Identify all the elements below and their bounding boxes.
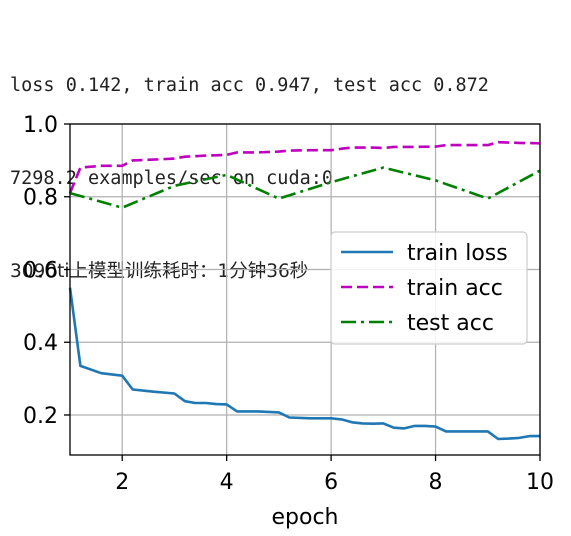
y-tick-label: 1.0 bbox=[23, 113, 58, 138]
series-line-train-acc bbox=[68, 140, 541, 194]
legend-label: train acc bbox=[407, 276, 503, 301]
plot-frame bbox=[69, 123, 541, 456]
legend-label: train loss bbox=[407, 241, 508, 266]
x-tick-label: 6 bbox=[324, 470, 338, 495]
legend-box bbox=[330, 231, 528, 345]
series-line-train-loss bbox=[68, 287, 540, 441]
x-axis-label: epoch bbox=[272, 505, 339, 530]
ticks-layer: 2 4 6 8 10 0.2 0.4 0.6 0.8 1.0 bbox=[23, 113, 554, 495]
legend-label: test acc bbox=[407, 311, 494, 336]
legend: train loss train acc test acc bbox=[330, 231, 528, 345]
x-tick-label: 8 bbox=[429, 470, 443, 495]
y-tick-label: 0.2 bbox=[23, 404, 58, 429]
y-tick-label: 0.4 bbox=[23, 331, 58, 356]
y-tick-label: 0.6 bbox=[23, 258, 58, 283]
series-layer bbox=[68, 140, 541, 441]
x-tick-label: 10 bbox=[526, 470, 554, 495]
y-tick-label: 0.8 bbox=[23, 186, 58, 211]
series-line-test-acc bbox=[69, 166, 541, 209]
axes-layer bbox=[69, 123, 541, 456]
x-tick-label: 4 bbox=[220, 470, 234, 495]
log-line-metrics: loss 0.142, train acc 0.947, test acc 0.… bbox=[10, 75, 489, 96]
log-line-duration: 3090ti上模型训练耗时：1分钟36秒 bbox=[10, 261, 309, 282]
x-tick-label: 2 bbox=[115, 470, 129, 495]
